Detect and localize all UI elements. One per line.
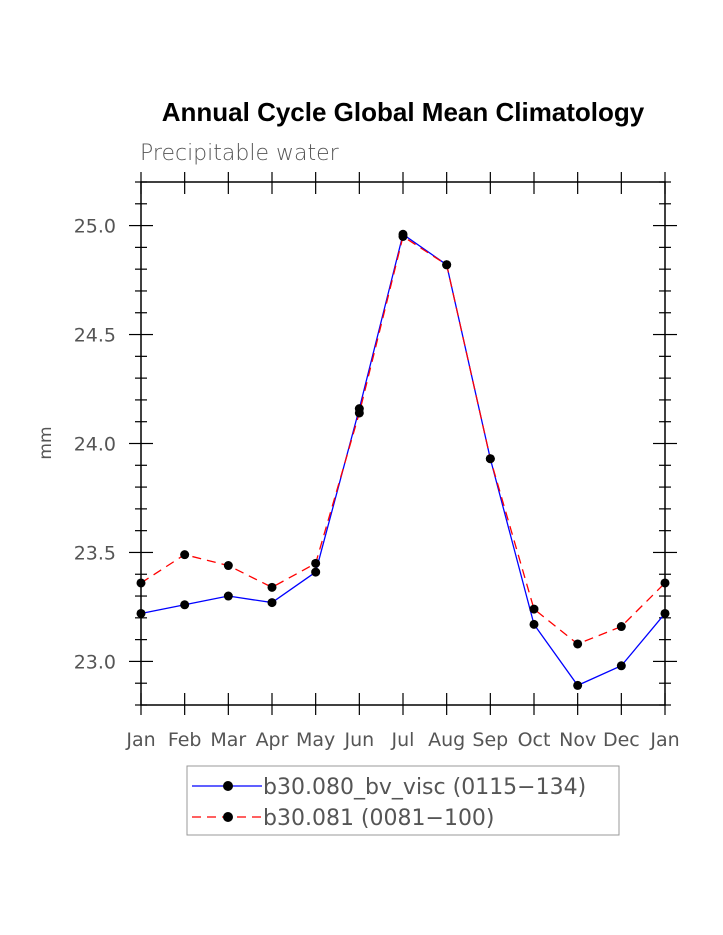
data-point-series-2 — [660, 578, 670, 588]
legend-box — [186, 765, 620, 836]
axis-ticks — [129, 172, 677, 715]
x-tick-label: Nov — [559, 729, 596, 751]
series-line-2 — [140, 235, 666, 645]
data-point-series-2 — [442, 260, 452, 270]
series-layer — [136, 229, 670, 690]
x-tick-label: Jan — [649, 729, 679, 751]
data-point-series-2 — [354, 408, 364, 418]
x-tick-labels: Jan Feb Mar Apr May Jun Jul Aug Sep Oct Nov Dec Jan — [125, 729, 679, 751]
data-point-series-2 — [529, 604, 539, 614]
data-point-series-1 — [180, 600, 190, 610]
y-tick-label: 24.0 — [74, 434, 116, 456]
data-point-series-2 — [180, 550, 190, 560]
series-line-1 — [140, 233, 666, 687]
x-tick-label: Feb — [168, 729, 202, 751]
legend-marker-series-1 — [223, 781, 233, 791]
y-tick-labels: 23.0 23.5 24.0 24.5 25.0 — [74, 216, 116, 674]
data-point-series-1 — [311, 567, 321, 577]
data-point-series-2 — [267, 582, 277, 592]
x-tick-label: Mar — [210, 729, 246, 751]
data-point-series-2 — [616, 622, 626, 632]
x-tick-label: Oct — [518, 729, 551, 751]
legend-marker-series-2 — [223, 812, 233, 822]
y-tick-label: 23.5 — [74, 542, 116, 564]
y-tick-label: 24.5 — [74, 325, 116, 347]
x-tick-label: Sep — [472, 729, 508, 751]
data-point-series-1 — [136, 608, 146, 618]
data-point-series-1 — [267, 598, 277, 608]
data-point-series-2 — [311, 558, 321, 568]
data-point-series-1 — [660, 608, 670, 618]
x-tick-label: May — [296, 729, 335, 751]
chart-subtitle: Precipitable water — [140, 141, 340, 166]
x-tick-label: Jan — [125, 729, 155, 751]
data-point-series-1 — [616, 661, 626, 671]
x-tick-label: Aug — [428, 729, 465, 751]
legend: b30.080_bv_visc (0115−134) b30.081 (0081… — [186, 765, 620, 836]
x-tick-label: Apr — [256, 729, 289, 751]
data-point-series-1 — [529, 619, 539, 629]
x-tick-label: Jul — [391, 729, 415, 751]
data-point-series-1 — [223, 591, 233, 601]
data-point-series-2 — [223, 561, 233, 571]
data-point-series-2 — [136, 578, 146, 588]
data-point-series-1 — [573, 680, 583, 690]
x-tick-label: Jun — [343, 729, 374, 751]
legend-label-series-2: b30.081 (0081−100) — [263, 806, 495, 831]
y-axis-label: mm — [36, 426, 56, 459]
y-tick-label: 25.0 — [74, 216, 116, 238]
chart-title: Annual Cycle Global Mean Climatology — [162, 97, 645, 127]
data-point-series-2 — [398, 231, 408, 241]
data-point-series-2 — [485, 454, 495, 464]
data-point-series-2 — [573, 639, 583, 649]
x-tick-label: Dec — [603, 729, 640, 751]
y-tick-label: 23.0 — [74, 651, 116, 673]
plot-frame — [140, 181, 666, 706]
legend-label-series-1: b30.080_bv_visc (0115−134) — [263, 775, 586, 800]
